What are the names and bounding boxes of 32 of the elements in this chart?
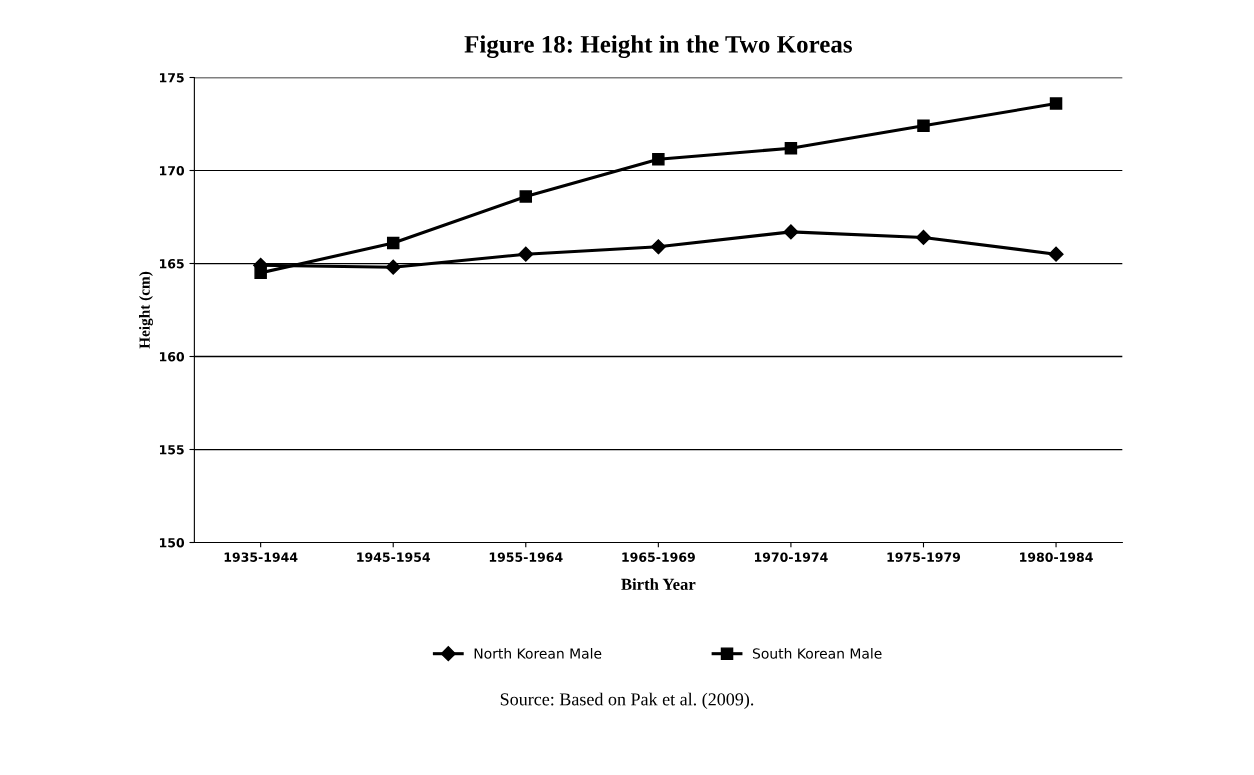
point: [1049, 97, 1063, 110]
point: [915, 229, 932, 246]
point: [784, 141, 798, 155]
chart-title: Figure 18: Height in the Two Koreas: [464, 35, 852, 59]
y-tick-label: 150: [159, 537, 185, 548]
legend-label: South Korean Male: [752, 648, 882, 659]
legend-label: North Korean Male: [474, 648, 602, 659]
point: [254, 266, 267, 280]
point: [518, 246, 534, 262]
point: [917, 119, 930, 133]
point: [652, 153, 665, 166]
point: [650, 239, 666, 255]
source-note: Source: Based on Pak et al. (2009).: [500, 692, 754, 710]
point: [1048, 246, 1064, 262]
x-tick-label: 1970-1974: [754, 552, 828, 562]
y-tick-label: 175: [159, 73, 184, 83]
x-tick-label: 1980-1984: [1020, 552, 1093, 562]
x-tick-label: 1975-1979: [887, 552, 961, 562]
x-tick-label: 1965-1969: [622, 552, 695, 562]
x-axis-title: Birth Year: [621, 578, 696, 590]
x-tick-label: 1945-1954: [357, 552, 431, 562]
y-tick-label: 165: [159, 258, 184, 269]
y-tick-label: 155: [159, 445, 184, 455]
y-axis-title: Height (cm): [139, 271, 153, 349]
point: [783, 224, 799, 240]
x-tick-label: 1955-1964: [489, 552, 563, 562]
point: [385, 259, 401, 275]
x-tick-label: 1935-1944: [224, 552, 298, 562]
y-tick-label: 160: [159, 351, 185, 362]
point: [386, 236, 400, 250]
point: [519, 190, 533, 203]
y-tick-label: 170: [159, 165, 185, 176]
